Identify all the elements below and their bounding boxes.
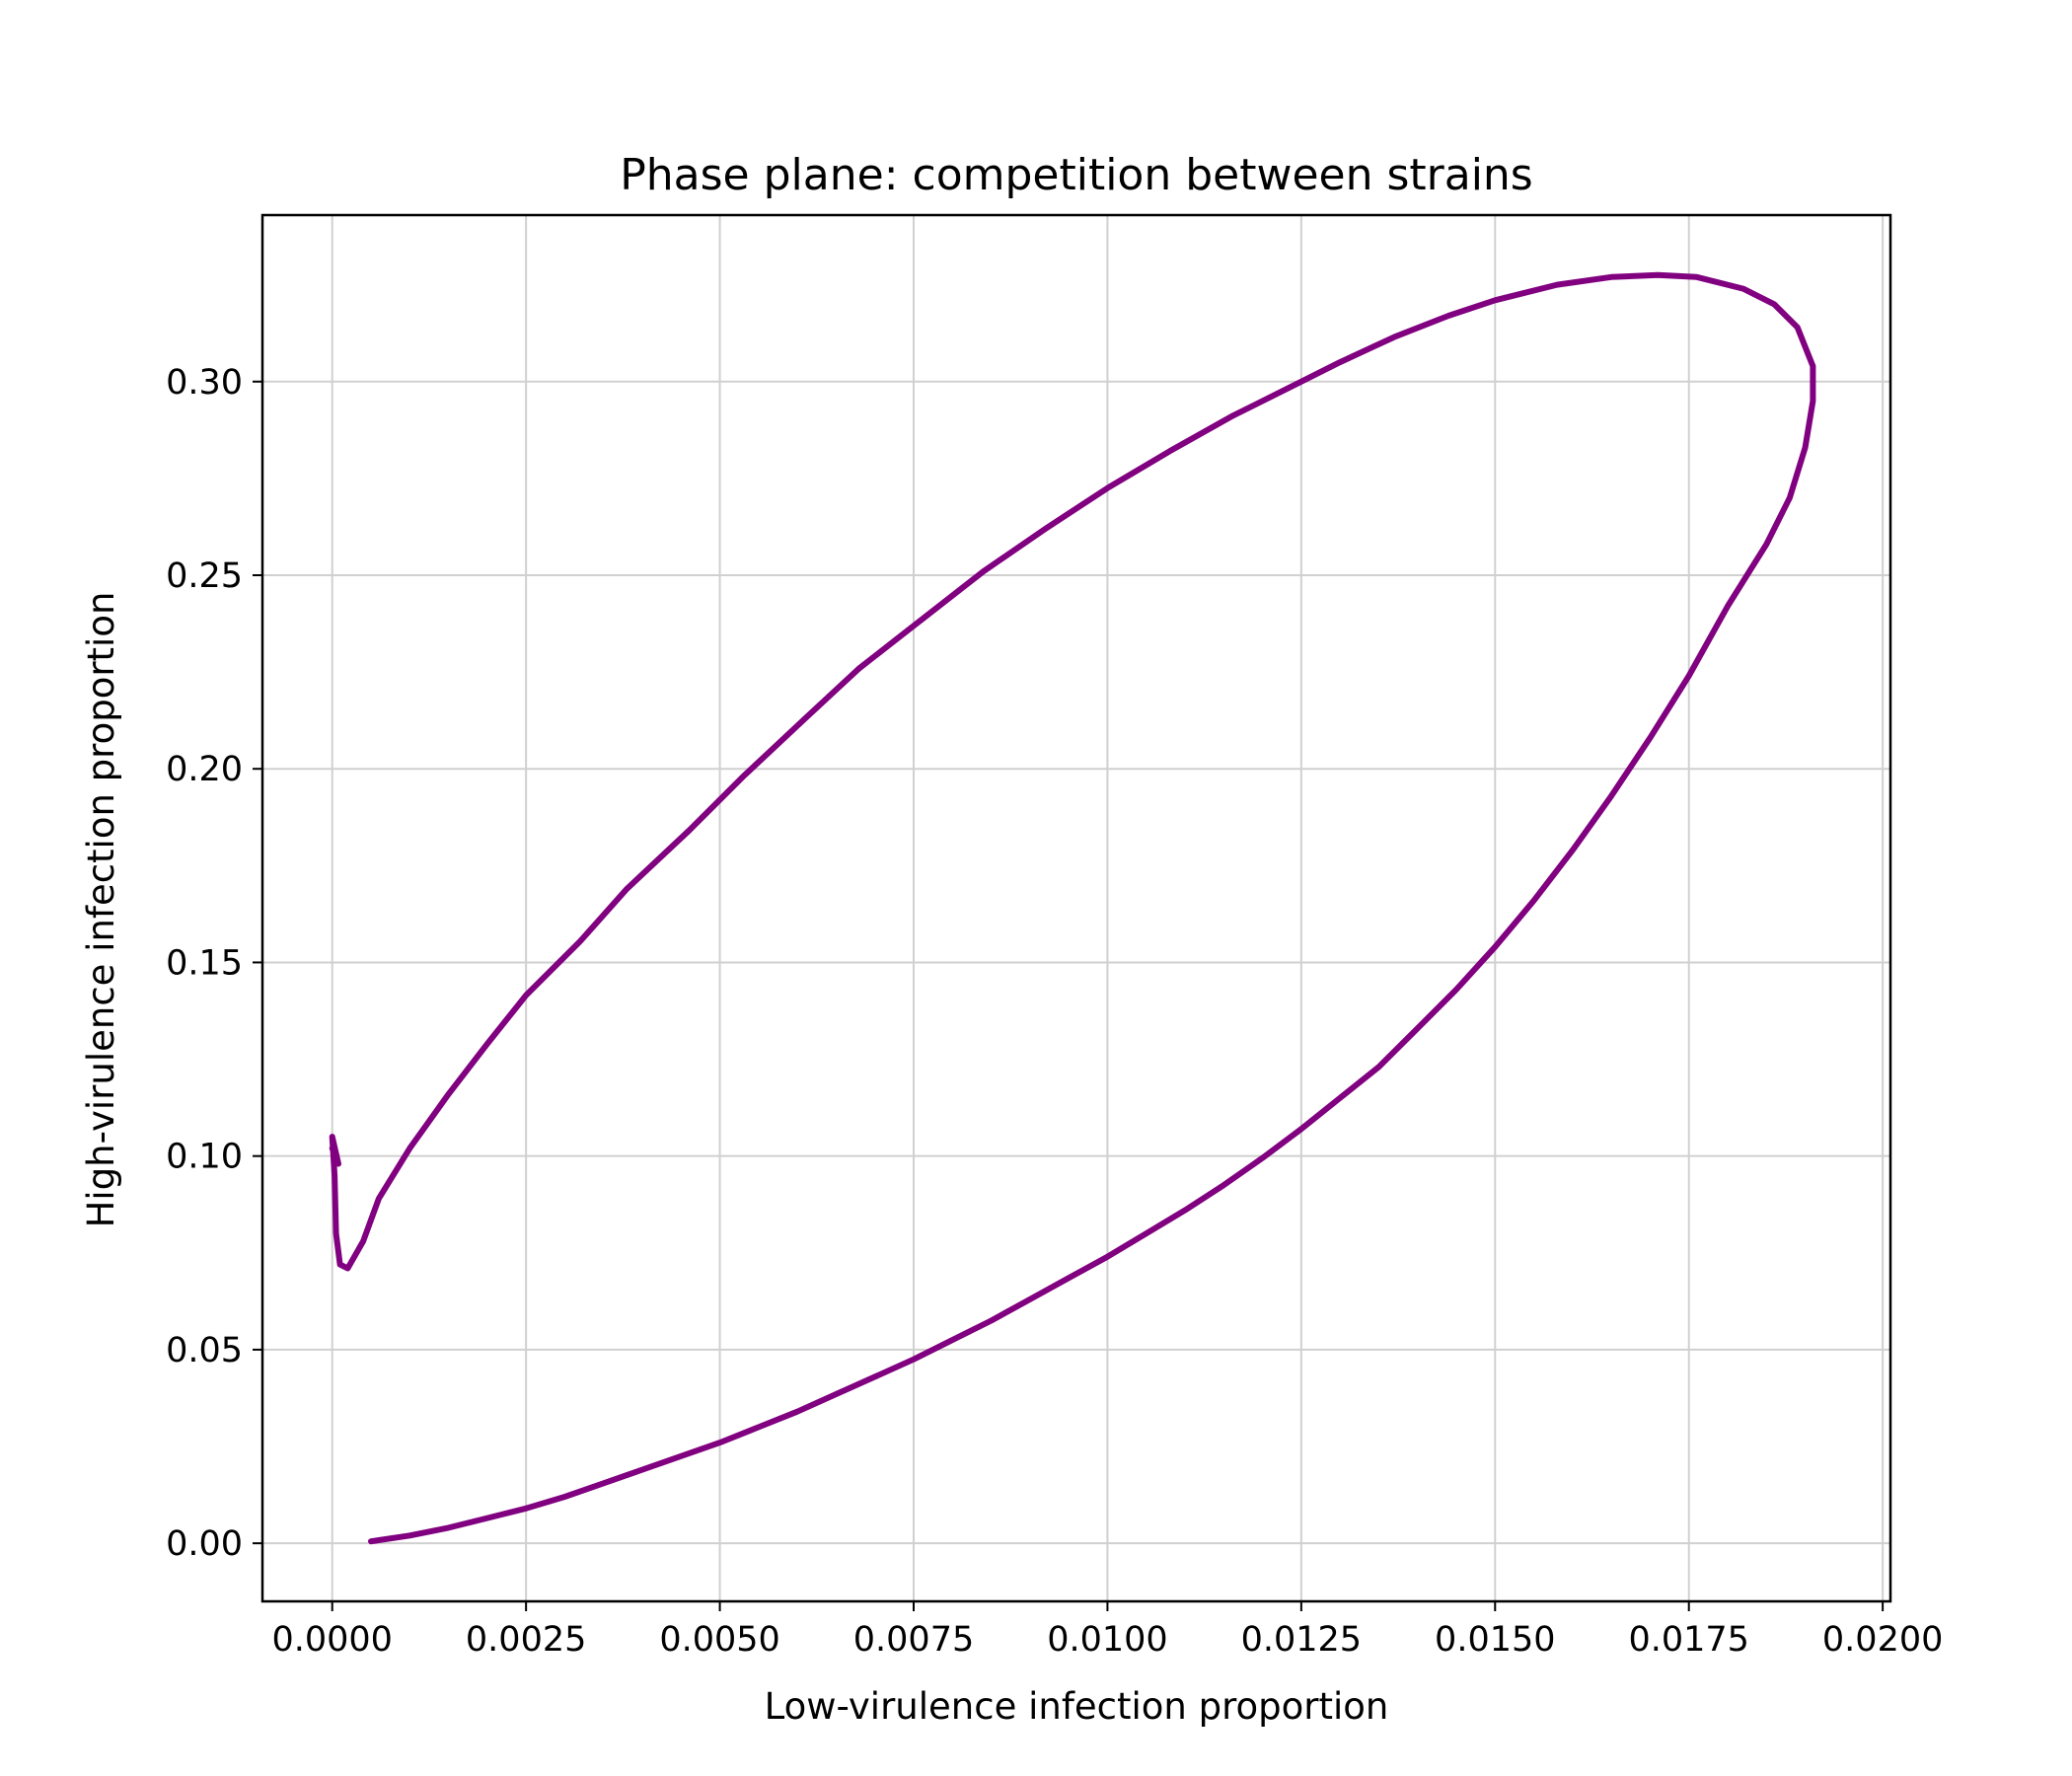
x-tick-label: 0.0000 bbox=[271, 1620, 392, 1660]
y-tick-label: 0.05 bbox=[166, 1331, 243, 1370]
series-line bbox=[329, 271, 1816, 1545]
y-axis-label: High-virulence infection proportion bbox=[80, 592, 122, 1228]
ticks: 0.0000 0.0025 0.0050 0.0075 0.0100 0.0125 0.01… bbox=[166, 363, 1943, 1660]
y-tick-label: 0.00 bbox=[166, 1524, 243, 1564]
x-tick-label: 0.0100 bbox=[1047, 1620, 1167, 1660]
y-tick-label: 0.30 bbox=[166, 363, 243, 403]
chart-title: Phase plane: competition between strains bbox=[620, 150, 1532, 200]
x-tick-label: 0.0025 bbox=[466, 1620, 586, 1660]
x-tick-label: 0.0150 bbox=[1435, 1620, 1555, 1660]
series-layer bbox=[329, 271, 1816, 1545]
x-tick-label: 0.0175 bbox=[1628, 1620, 1748, 1660]
y-tick-label: 0.25 bbox=[166, 556, 243, 596]
y-tick-label: 0.20 bbox=[166, 750, 243, 789]
x-axis-label: Low-virulence infection proportion bbox=[765, 1685, 1389, 1728]
plot-frame bbox=[260, 213, 1892, 1603]
x-tick-label: 0.0075 bbox=[853, 1620, 974, 1660]
grid bbox=[262, 215, 1890, 1601]
x-tick-label: 0.0125 bbox=[1241, 1620, 1362, 1660]
y-tick-label: 0.15 bbox=[166, 943, 243, 983]
y-tick-label: 0.10 bbox=[166, 1138, 243, 1177]
x-tick-label: 0.0200 bbox=[1822, 1620, 1943, 1660]
x-tick-label: 0.0050 bbox=[659, 1620, 779, 1660]
